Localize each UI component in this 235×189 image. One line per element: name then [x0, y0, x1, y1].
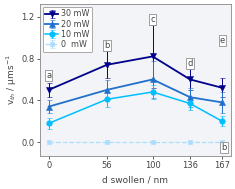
Text: c: c	[150, 15, 155, 24]
Legend: 30 mW, 20 mW, 10 mW, 0  mW: 30 mW, 20 mW, 10 mW, 0 mW	[43, 7, 92, 52]
Y-axis label: v$_{th}$ / μms$^{-1}$: v$_{th}$ / μms$^{-1}$	[4, 54, 19, 105]
Text: a: a	[46, 71, 51, 80]
Text: b: b	[221, 143, 227, 152]
Text: e: e	[219, 36, 225, 45]
Text: b: b	[104, 41, 110, 50]
X-axis label: d swollen / nm: d swollen / nm	[102, 176, 168, 185]
Text: d: d	[187, 59, 193, 68]
